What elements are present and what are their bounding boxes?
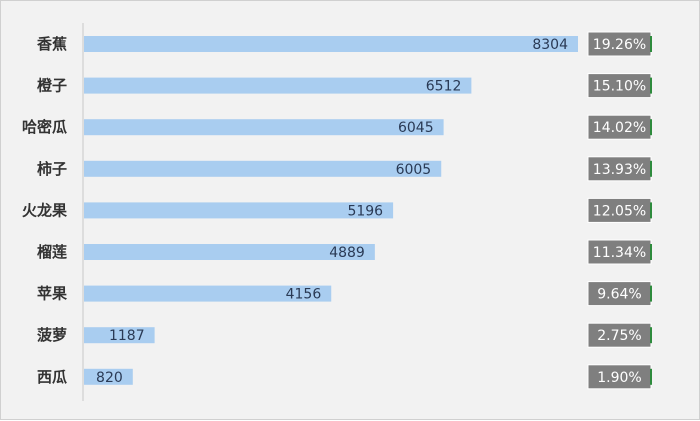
percent-label: 13.93% — [593, 162, 646, 178]
value-label: 820 — [96, 370, 123, 386]
category-label: 西瓜 — [37, 368, 67, 386]
bar — [84, 160, 442, 177]
value-label: 4156 — [286, 287, 322, 303]
percent-box — [587, 281, 652, 307]
percent-label: 19.26% — [593, 37, 646, 53]
percent-accent — [650, 77, 652, 94]
bar — [84, 202, 394, 219]
percent-box — [587, 197, 652, 223]
percent-accent — [650, 368, 652, 385]
percent-label: 12.05% — [593, 203, 646, 219]
percent-accent — [650, 36, 652, 52]
percent-label: 14.02% — [593, 120, 646, 136]
bar — [84, 327, 155, 344]
value-label: 8304 — [532, 37, 568, 53]
category-label: 橙子 — [37, 77, 67, 95]
value-label: 6045 — [398, 120, 434, 136]
value-label: 6512 — [426, 79, 462, 95]
category-label: 苹果 — [37, 285, 68, 303]
percent-box — [587, 239, 652, 265]
bar — [84, 77, 472, 94]
category-label: 火龙果 — [22, 201, 68, 219]
value-label: 5196 — [347, 203, 383, 219]
bar — [84, 36, 578, 52]
value-label: 1187 — [109, 328, 145, 344]
category-label: 哈密瓜 — [22, 118, 67, 136]
bar — [84, 119, 444, 136]
bar — [84, 368, 133, 385]
category-label: 菠萝 — [37, 326, 67, 344]
value-label: 6005 — [396, 162, 432, 178]
percent-accent — [650, 244, 652, 260]
percent-accent — [650, 119, 652, 136]
category-label: 榴莲 — [37, 243, 67, 261]
category-label: 香蕉 — [37, 35, 67, 53]
bar — [84, 285, 332, 302]
category-label: 柿子 — [37, 160, 67, 178]
percent-accent — [650, 202, 652, 219]
percent-box — [587, 73, 652, 99]
percent-box — [587, 114, 652, 140]
percent-label: 11.34% — [593, 245, 646, 261]
percent-accent — [650, 160, 652, 177]
value-label: 4889 — [329, 245, 365, 261]
bar — [84, 244, 375, 260]
percent-label: 9.64% — [597, 287, 641, 303]
percent-accent — [650, 327, 652, 344]
percent-label: 15.10% — [593, 79, 646, 95]
percent-accent — [650, 285, 652, 302]
percent-label: 1.90% — [597, 370, 641, 386]
percent-box — [587, 322, 652, 348]
percent-label: 2.75% — [597, 328, 641, 344]
